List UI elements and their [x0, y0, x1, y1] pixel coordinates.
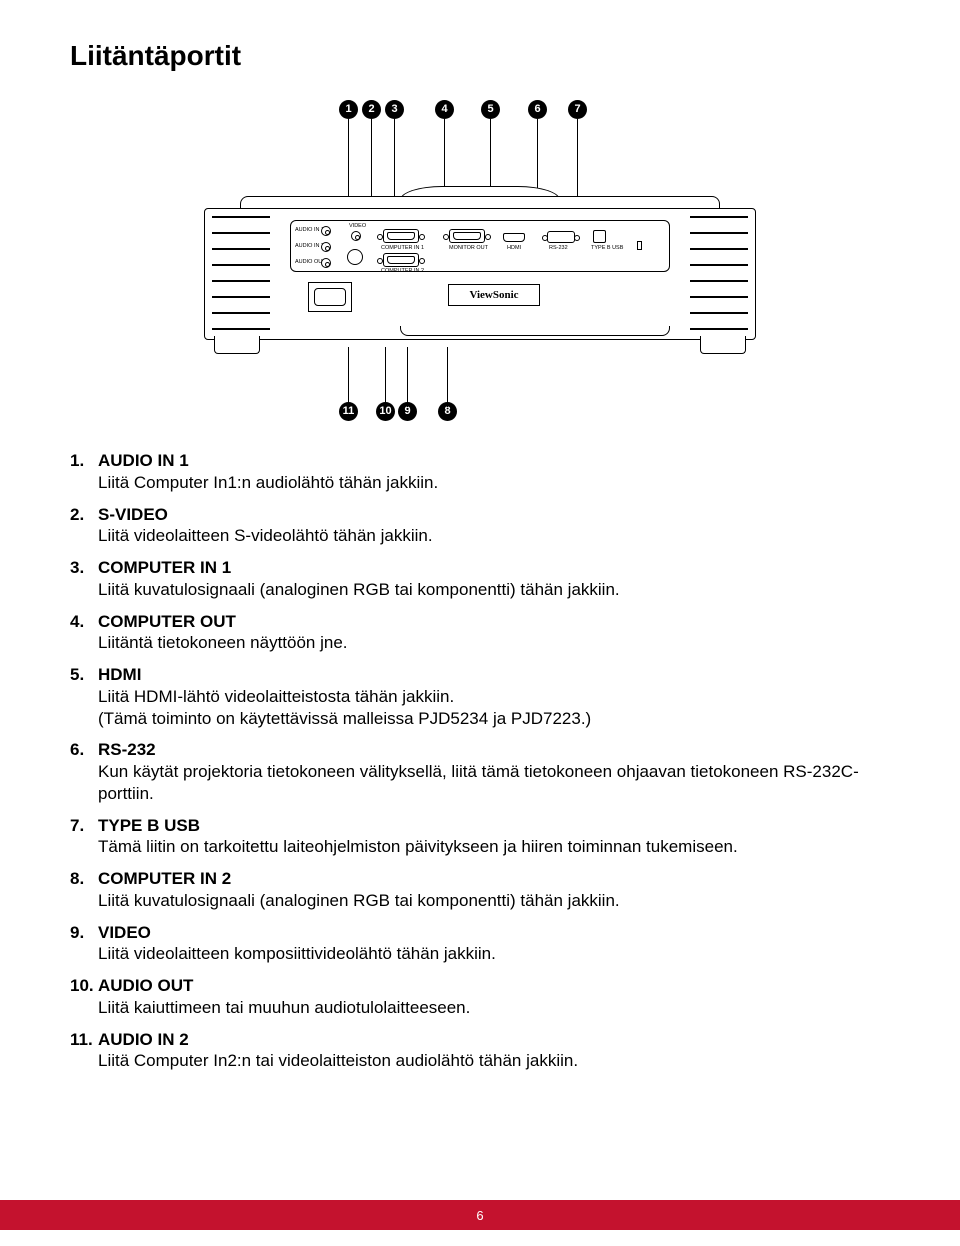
label-audio-in1: AUDIO IN 1 [295, 227, 324, 233]
computer-in1-port [383, 229, 419, 243]
label-hdmi: HDMI [507, 245, 521, 251]
label-monitor-out: MONITOR OUT [449, 245, 488, 251]
port-list-item: 9.VIDEOLiitä videolaitteen komposiittivi… [98, 922, 890, 966]
port-list-item: 5.HDMILiitä HDMI-lähtö videolaitteistost… [98, 664, 890, 729]
item-desc: Kun käytät projektoria tietokoneen välit… [98, 761, 890, 805]
port-list: 1. AUDIO IN 1 Liitä Computer In1:n audiolä… [70, 450, 890, 1072]
port-list-item: 7.TYPE B USBTämä liitin on tarkoitettu l… [98, 815, 890, 859]
monitor-out-port [449, 229, 485, 243]
svideo-jack [347, 249, 363, 265]
kensington-lock [637, 241, 642, 250]
port-panel: AUDIO IN 1 AUDIO IN 2 AUDIO OUT VIDEO CO… [290, 220, 670, 272]
item-desc: Liitä kuvatulosignaali (analoginen RGB t… [98, 579, 890, 601]
page-number: 6 [476, 1208, 483, 1223]
usb-b-port [593, 230, 606, 243]
item-number: 6. [70, 739, 84, 761]
item-name: HDMI [98, 665, 141, 684]
item-number: 10. [70, 975, 94, 997]
item-desc: Liitä kuvatulosignaali (analoginen RGB t… [98, 890, 890, 912]
item-name: S-VIDEO [98, 505, 168, 524]
item-name: AUDIO OUT [98, 976, 193, 995]
callout-number-3: 3 [385, 100, 404, 119]
label-computer-in1: COMPUTER IN 1 [381, 245, 424, 251]
label-computer-in2: COMPUTER IN 2 [381, 268, 424, 274]
item-number: 2. [70, 504, 84, 526]
callout-number-1: 1 [339, 100, 358, 119]
label-audio-in2: AUDIO IN 2 [295, 243, 324, 249]
item-number: 9. [70, 922, 84, 944]
port-list-item: 4.COMPUTER OUTLiitäntä tietokoneen näytt… [98, 611, 890, 655]
item-name: COMPUTER OUT [98, 612, 236, 631]
port-list-item: 6.RS-232Kun käytät projektoria tietokone… [98, 739, 890, 804]
port-list-item: 10.AUDIO OUTLiitä kaiuttimeen tai muuhun… [98, 975, 890, 1019]
item-desc: Liitä kaiuttimeen tai muuhun audiotulola… [98, 997, 890, 1019]
item-name: COMPUTER IN 2 [98, 869, 231, 888]
footer-bar: 6 [0, 1200, 960, 1230]
port-list-item: 2.S-VIDEOLiitä videolaitteen S-videoläht… [98, 504, 890, 548]
item-number: 5. [70, 664, 84, 686]
label-rs232: RS-232 [549, 245, 568, 251]
item-desc: Liitä videolaitteen komposiittivideoläht… [98, 943, 890, 965]
audio-out-jack [321, 258, 331, 268]
callout-number-2: 2 [362, 100, 381, 119]
item-name: RS-232 [98, 740, 156, 759]
item-desc: Liitä Computer In2:n tai videolaitteisto… [98, 1050, 890, 1072]
item-name: COMPUTER IN 1 [98, 558, 231, 577]
projector-diagram: 1234567 AUDIO IN 1 AUDIO IN 2 AUDIO OUT [200, 100, 760, 426]
label-type-b-usb: TYPE B USB [591, 245, 623, 251]
callout-number-4: 4 [435, 100, 454, 119]
page-title: Liitäntäportit [70, 40, 890, 72]
hdmi-port [503, 233, 525, 242]
port-list-item: 11.AUDIO IN 2Liitä Computer In2:n tai vi… [98, 1029, 890, 1073]
item-desc: Liitäntä tietokoneen näyttöön jne. [98, 632, 890, 654]
item-number: 7. [70, 815, 84, 837]
item-note: (Tämä toiminto on käytettävissä malleiss… [98, 708, 890, 730]
power-socket [308, 282, 352, 312]
port-list-item: 8.COMPUTER IN 2Liitä kuvatulosignaali (a… [98, 868, 890, 912]
item-desc: Liitä HDMI-lähtö videolaitteistosta tähä… [98, 686, 890, 708]
item-desc: Liitä videolaitteen S-videolähtö tähän j… [98, 525, 890, 547]
item-desc: Tämä liitin on tarkoitettu laiteohjelmis… [98, 836, 890, 858]
brand-logo: ViewSonic [448, 284, 540, 306]
video-jack [351, 231, 361, 241]
computer-in2-port [383, 253, 419, 267]
callout-number-7: 7 [568, 100, 587, 119]
item-name: AUDIO IN 2 [98, 1030, 189, 1049]
item-name: TYPE B USB [98, 816, 200, 835]
item-name: VIDEO [98, 923, 151, 942]
item-number: 1. [70, 450, 84, 472]
callout-number-5: 5 [481, 100, 500, 119]
rs232-port [547, 231, 575, 243]
item-name: AUDIO IN 1 [98, 451, 189, 470]
audio-in2-jack [321, 242, 331, 252]
item-number: 8. [70, 868, 84, 890]
item-desc: Liitä Computer In1:n audiolähtö tähän ja… [98, 472, 890, 494]
label-video: VIDEO [349, 223, 366, 229]
port-list-item: 1.AUDIO IN 1Liitä Computer In1:n audiolä… [98, 450, 890, 494]
item-number: 11. [70, 1029, 93, 1051]
port-list-item: 3.COMPUTER IN 1Liitä kuvatulosignaali (a… [98, 557, 890, 601]
item-number: 4. [70, 611, 84, 633]
callout-number-6: 6 [528, 100, 547, 119]
item-number: 3. [70, 557, 84, 579]
audio-in1-jack [321, 226, 331, 236]
